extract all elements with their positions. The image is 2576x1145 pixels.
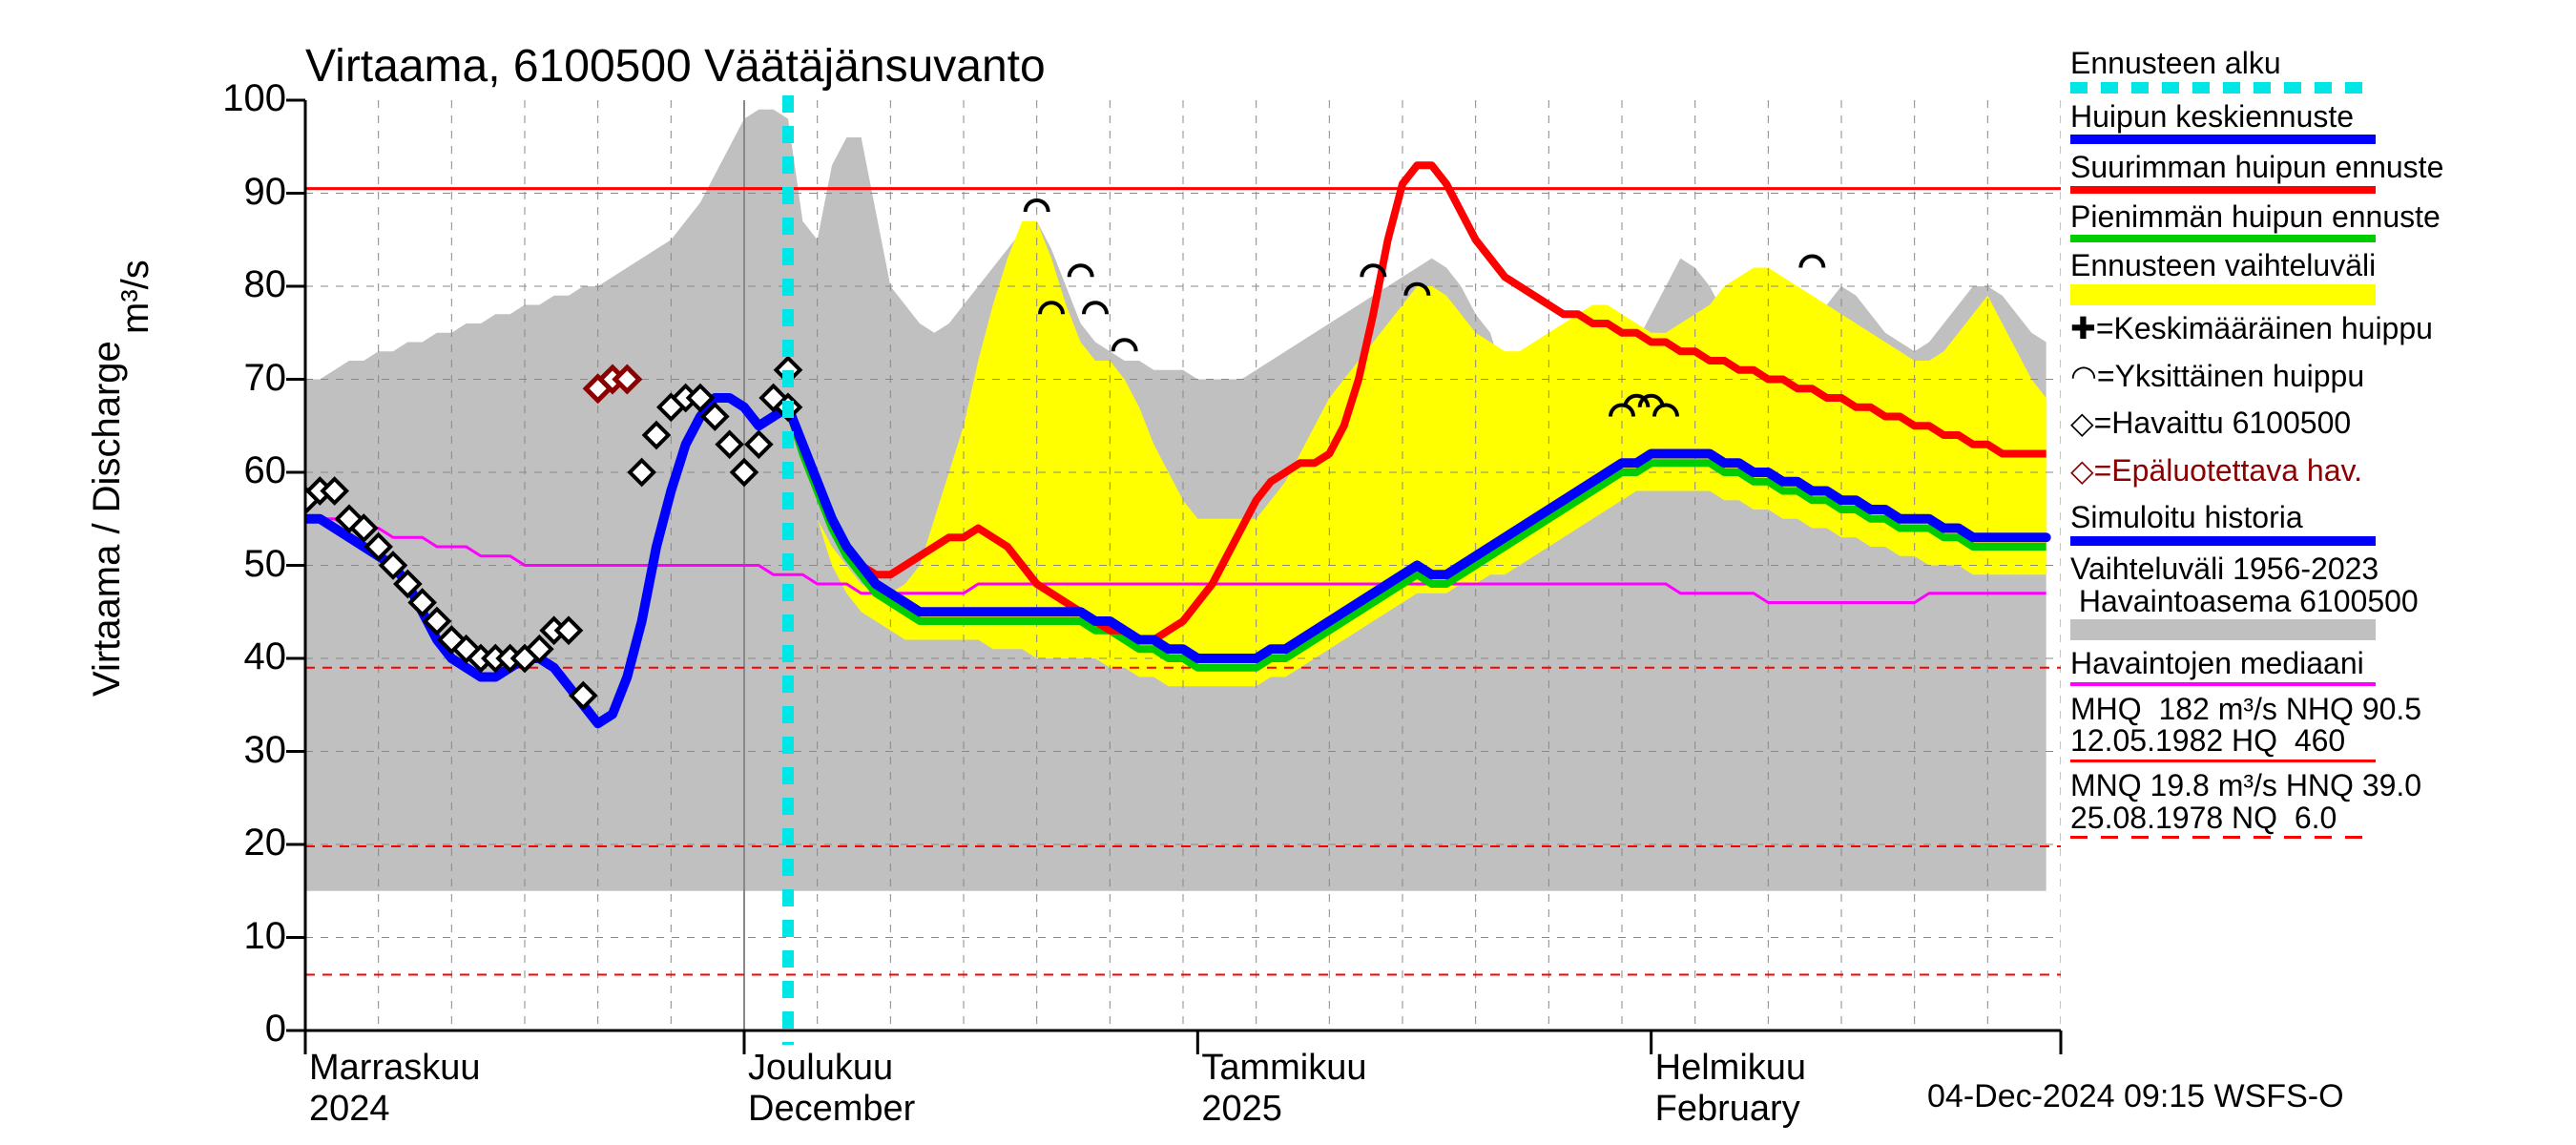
ytick-label: 60 [191,449,286,492]
xtick-label: Marraskuu 2024 [309,1048,481,1130]
ytick-label: 30 [191,729,286,772]
ytick-label: 70 [191,357,286,400]
ytick-label: 50 [191,543,286,586]
legend: Ennusteen alku Huipun keskiennuste Suurimm… [2070,48,2557,846]
xtick-label: Tammikuu 2025 [1201,1048,1366,1130]
legend-item-median: Havaintojen mediaani [2070,648,2557,686]
xtick-label: Helmikuu February [1655,1048,1806,1130]
legend-item-central: Huipun keskiennuste [2070,101,2557,145]
ytick-label: 40 [191,635,286,678]
legend-item-simhist: Simuloitu historia [2070,502,2557,546]
xtick-label: Joulukuu December [748,1048,915,1130]
legend-item-obs: ◇=Havaittu 6100500 [2070,407,2557,451]
ytick-label: 90 [191,171,286,214]
ytick-label: 0 [191,1008,286,1051]
ytick-label: 100 [191,77,286,120]
legend-item-mnq: MNQ 19.8 m³/s HNQ 39.0 25.08.1978 NQ 6.0 [2070,770,2557,839]
legend-item-ind_peak: ◠=Yksittäinen huippu [2070,361,2557,405]
ytick-label: 80 [191,263,286,306]
ytick-label: 20 [191,822,286,864]
ytick-label: 10 [191,915,286,958]
legend-item-band: Ennusteen vaihteluväli [2070,250,2557,305]
legend-item-unrel: ◇=Epäluotettava hav. [2070,455,2557,499]
legend-item-histband: Vaihteluväli 1956-2023 Havaintoasema 610… [2070,553,2557,640]
legend-item-forecast_start: Ennusteen alku [2070,48,2557,94]
legend-item-mhq: MHQ 182 m³/s NHQ 90.5 12.05.1982 HQ 460 [2070,694,2557,762]
legend-item-max: Suurimman huipun ennuste [2070,152,2557,194]
legend-item-min: Pienimmän huipun ennuste [2070,201,2557,243]
legend-item-avg_peak: ✚=Keskimääräinen huippu [2070,313,2557,357]
footer-timestamp: 04-Dec-2024 09:15 WSFS-O [1927,1078,2344,1115]
